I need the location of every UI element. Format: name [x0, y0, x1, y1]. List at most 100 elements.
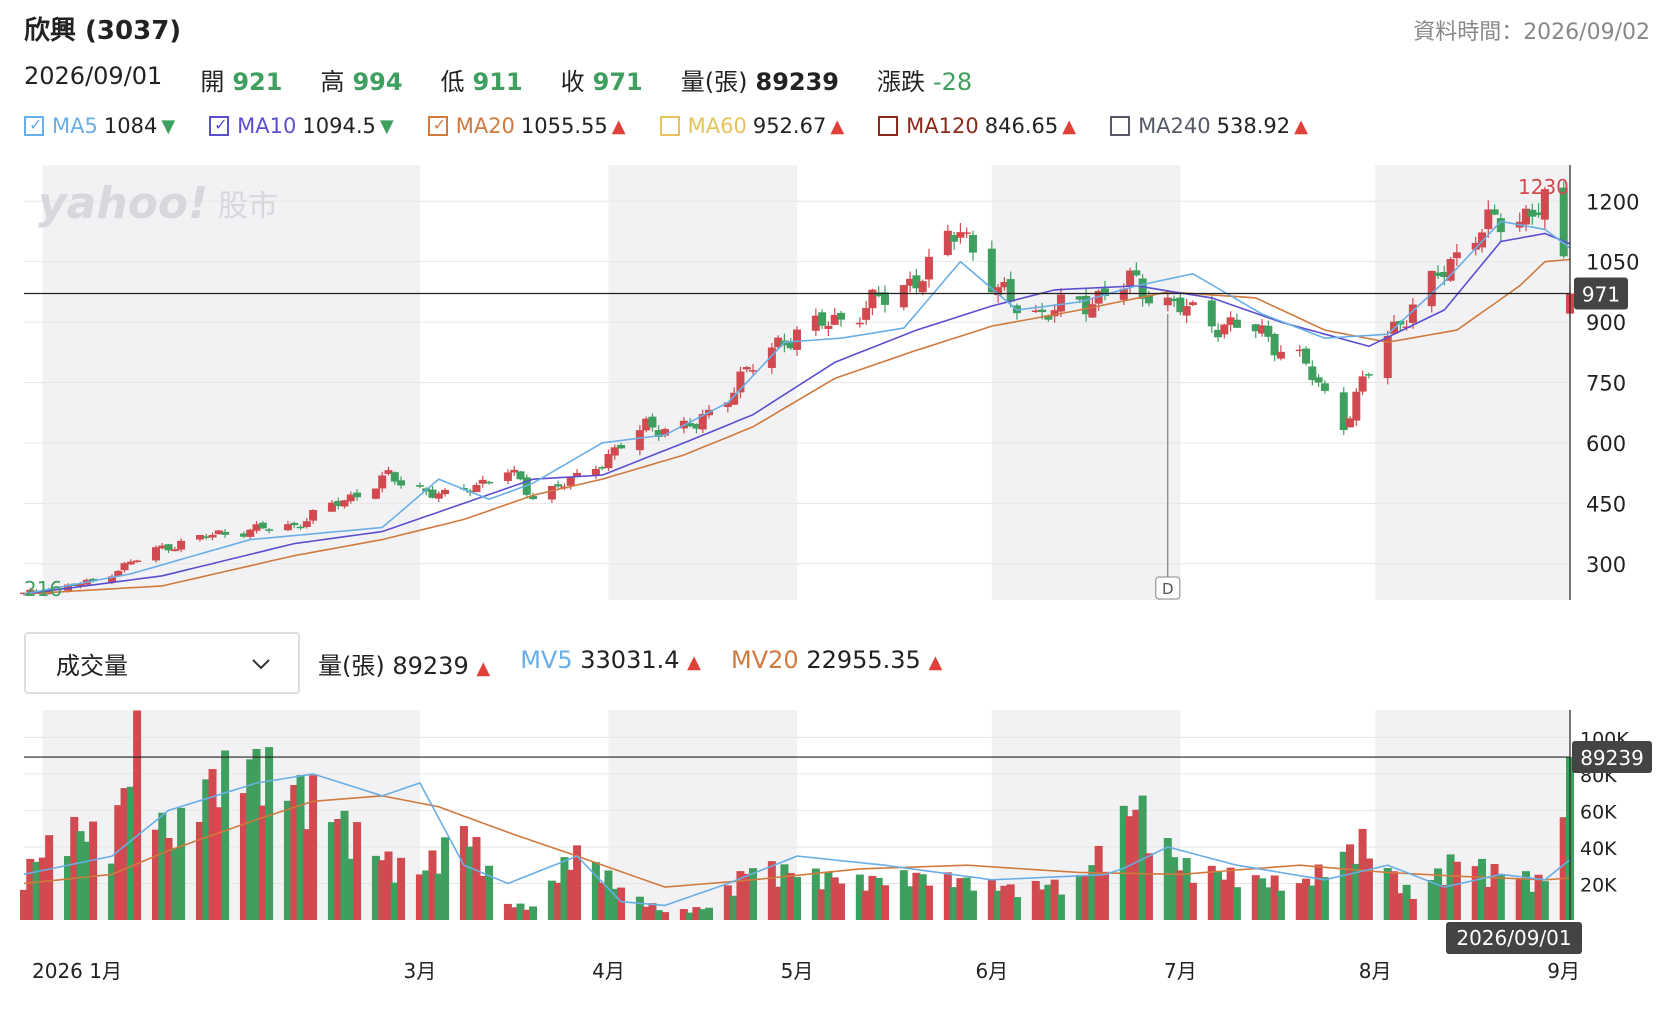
- volume-bar: [478, 875, 487, 920]
- candle-body: [1176, 297, 1185, 313]
- volume-bar: [1000, 885, 1009, 920]
- volume-bar: [1452, 861, 1461, 920]
- ma-legend-ma10[interactable]: ✓ MA10 1094.5 ▼: [209, 114, 394, 138]
- volume-bar: [1434, 868, 1443, 920]
- checkbox-icon[interactable]: ✓: [209, 115, 230, 136]
- candle-body: [371, 488, 380, 499]
- volume-bar: [1396, 893, 1405, 920]
- min-label: 216: [24, 577, 62, 601]
- volume-bar: [1170, 857, 1179, 920]
- volume-bar: [573, 845, 582, 920]
- candle-body: [573, 472, 582, 477]
- volume-bar: [1100, 871, 1109, 920]
- volume-bar: [428, 850, 437, 920]
- volume-bar: [70, 816, 79, 920]
- candle-body: [654, 430, 663, 437]
- indicator-select[interactable]: 成交量: [24, 632, 300, 694]
- candle-body: [1383, 335, 1392, 379]
- volume-bar: [1308, 885, 1317, 920]
- volume-bar: [1119, 805, 1128, 920]
- arrow-up-icon: ▲: [928, 652, 943, 673]
- x-tick-label: 9月: [1547, 959, 1580, 983]
- volume-bar: [1320, 877, 1329, 920]
- candle-body: [661, 429, 670, 436]
- candle-body: [353, 492, 362, 498]
- checkbox-icon[interactable]: ✓: [427, 115, 448, 136]
- x-tick-label: 4月: [592, 959, 625, 983]
- candle-body: [428, 489, 437, 498]
- candle-body: [943, 230, 952, 256]
- volume-bar: [164, 838, 173, 920]
- volume-bar: [868, 875, 877, 920]
- volume-bar: [1534, 874, 1543, 920]
- candle-body: [749, 370, 758, 372]
- candle-body: [158, 545, 167, 549]
- candle-body: [195, 534, 204, 540]
- x-tick-label: 7月: [1164, 959, 1197, 983]
- volume-bar: [598, 882, 607, 920]
- candle-body: [472, 484, 481, 493]
- candle-body: [566, 477, 575, 486]
- checkbox-icon[interactable]: ✓: [24, 115, 44, 136]
- volume-bar: [818, 889, 827, 920]
- volume-bar: [1088, 865, 1097, 920]
- crosshair-date-box: [1446, 922, 1582, 954]
- ma-legend-ma120[interactable]: MA120 846.65 ▲: [878, 114, 1076, 138]
- candle-body: [1408, 304, 1417, 323]
- volume-bar: [811, 868, 820, 920]
- candle-body: [1484, 209, 1493, 230]
- volume-bar: [918, 874, 927, 920]
- candle-body: [547, 485, 556, 500]
- ma-value: 1055.55: [520, 114, 608, 138]
- mv5-legend: MV5 33031.4 ▲: [520, 646, 701, 674]
- checkbox-icon[interactable]: [878, 116, 899, 136]
- volume-bar: [749, 868, 758, 920]
- volume-bar: [258, 805, 267, 920]
- x-axis: 2026 1月 3月 4月 5月 6月 7月 8月 9月: [32, 959, 1580, 983]
- candle-body: [818, 312, 827, 326]
- candle-body: [742, 367, 751, 370]
- candle-body: [899, 285, 908, 308]
- price-chart[interactable]: 1200 1050 900 750 600 450 300 yahoo! 股市 216 1230 D 9…: [0, 0, 1674, 610]
- candle-body: [1320, 383, 1329, 391]
- volume-bar: [485, 865, 494, 920]
- volume-bar: [434, 873, 443, 920]
- candle-body: [1038, 309, 1047, 313]
- checkbox-icon[interactable]: [1110, 116, 1131, 136]
- checkbox-icon[interactable]: [659, 116, 680, 136]
- volume-bar: [1226, 867, 1235, 920]
- volume-bar: [466, 846, 475, 920]
- candle-body: [1126, 270, 1135, 286]
- candle-body: [950, 235, 959, 242]
- volume-bar: [158, 812, 167, 920]
- volume-bar: [32, 861, 41, 920]
- ma-legend-ma60[interactable]: MA60 952.67 ▲: [659, 114, 844, 138]
- candle-body: [692, 423, 701, 429]
- month-band: [608, 710, 797, 920]
- volume-bar: [880, 885, 889, 920]
- candle-body: [290, 522, 299, 526]
- volume-bar: [1176, 870, 1185, 920]
- ohlc-open: 開 921: [200, 68, 283, 96]
- ma-legend-ma5[interactable]: ✓ MA5 1084 ▼: [24, 114, 175, 138]
- volume-bar: [793, 877, 801, 920]
- event-marker-box: [1155, 576, 1181, 600]
- candle-body: [1358, 376, 1367, 392]
- arrow-down-icon: ▼: [379, 115, 394, 137]
- volume-bar: [950, 887, 959, 920]
- candle-body: [987, 248, 996, 293]
- volume-bar: [855, 874, 864, 920]
- candle-body: [26, 589, 35, 592]
- candle-body: [177, 540, 186, 550]
- candle-body: [1427, 270, 1436, 307]
- candle-body: [1207, 300, 1216, 327]
- volume-bar: [1038, 889, 1047, 920]
- volume-bar: [604, 870, 613, 920]
- volume-bar: [1056, 894, 1065, 920]
- volume-bar: [1402, 884, 1411, 920]
- ma-legend-ma20[interactable]: ✓ MA20 1055.55 ▲: [427, 114, 626, 138]
- ma-legend-ma240[interactable]: MA240 538.92 ▲: [1110, 114, 1308, 138]
- volume-bar: [371, 855, 380, 920]
- candle-body: [434, 493, 443, 499]
